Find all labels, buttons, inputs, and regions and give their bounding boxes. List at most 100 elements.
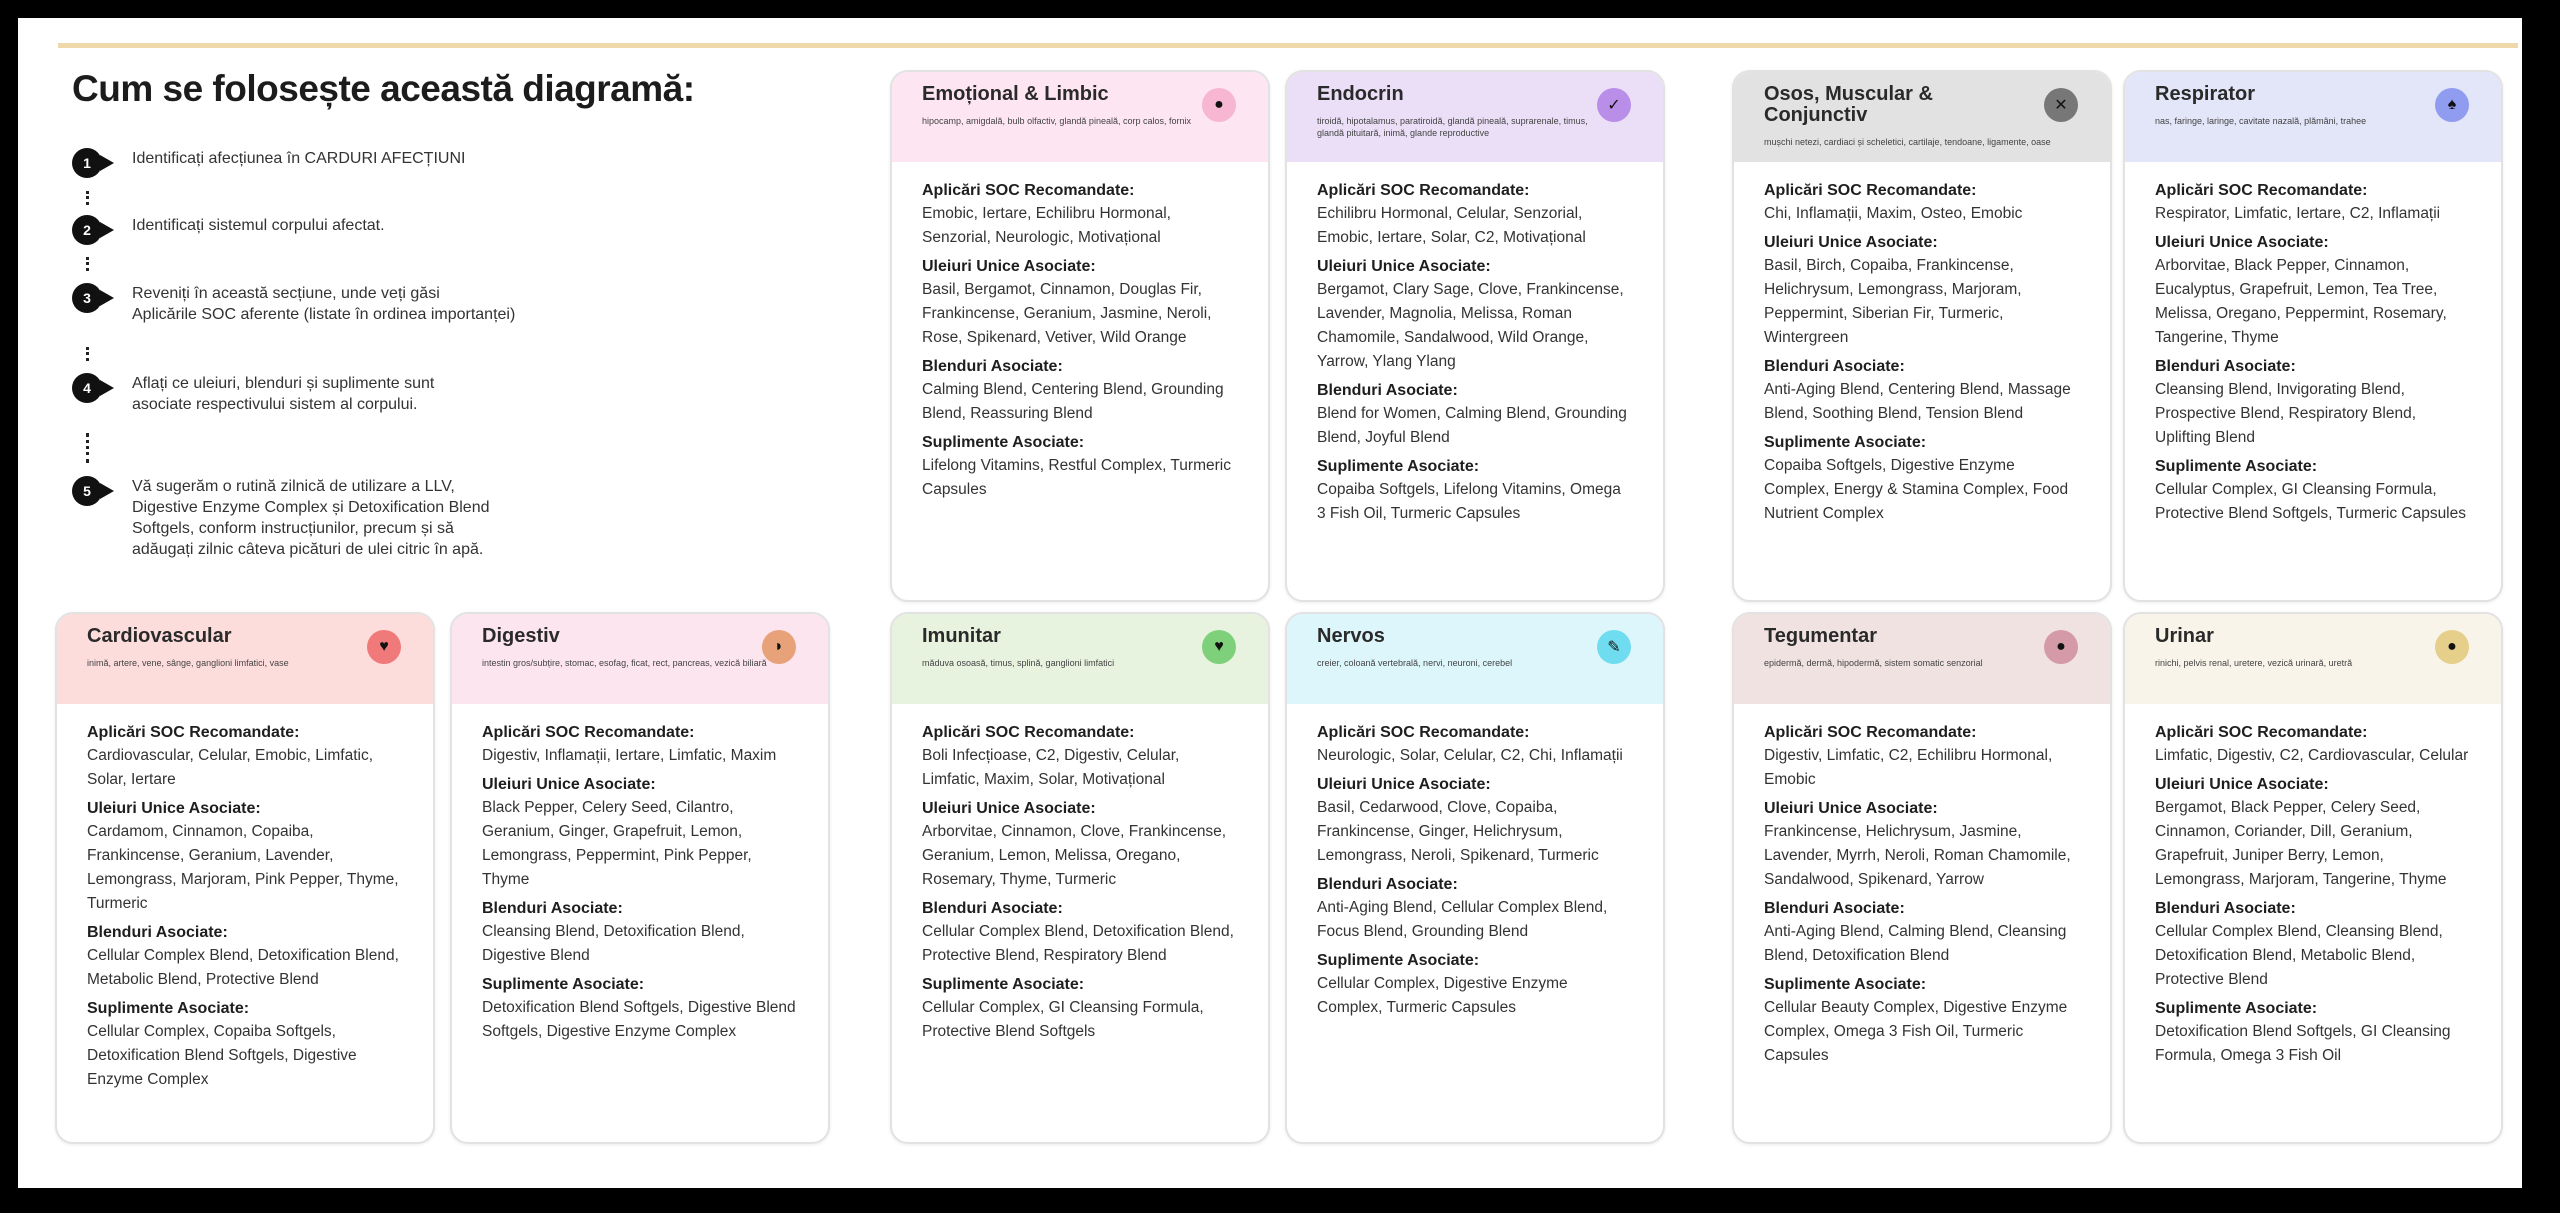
section-text-oils: Black Pepper, Celery Seed, Cilantro, Ger…	[482, 799, 752, 888]
section-text-supplements: Cellular Complex, Digestive Enzyme Compl…	[1317, 975, 1568, 1016]
section-heading-oils: Uleiuri Unice Asociate:	[482, 776, 656, 793]
section-text-soc: Respirator, Limfatic, Iertare, C2, Infla…	[2155, 205, 2441, 222]
shield-icon: ♥	[1202, 630, 1236, 664]
card-subtitle: intestin gros/subțire, stomac, esofag, f…	[482, 658, 767, 668]
card-title: Urinar	[2155, 625, 2214, 647]
card-body: Aplicări SOC Recomandate: Chi, Inflamați…	[1734, 162, 2110, 526]
section-text-oils: Bergamot, Black Pepper, Celery Seed, Cin…	[2155, 799, 2447, 888]
top-divider	[58, 43, 2518, 48]
gland-icon: ✓	[1597, 88, 1631, 122]
section-heading-blends: Blenduri Asociate:	[1764, 358, 1905, 375]
section-heading-soc: Aplicări SOC Recomandate:	[1317, 182, 1530, 199]
step-number-badge: 3	[72, 283, 114, 313]
section-text-soc: Emobic, Iertare, Echilibru Hormonal, Sen…	[922, 205, 1171, 246]
step-text: Vă sugerăm o rutină zilnică de utilizare…	[132, 478, 490, 558]
step-text: Identificați afecțiunea în CARDURI AFECȚ…	[132, 150, 466, 167]
card-body: Aplicări SOC Recomandate: Cardiovascular…	[57, 704, 433, 1092]
section-heading-oils: Uleiuri Unice Asociate:	[2155, 234, 2329, 251]
section-text-oils: Basil, Bergamot, Cinnamon, Douglas Fir, …	[922, 281, 1212, 346]
section-heading-supplements: Suplimente Asociate:	[1317, 458, 1480, 475]
step-2: 2 Identificați sistemul corpului afectat.	[72, 215, 652, 245]
nerve-icon: ✎	[1597, 630, 1631, 664]
kidney-icon-glyph: ●	[2447, 638, 2457, 655]
section-heading-blends: Blenduri Asociate:	[2155, 900, 2296, 917]
card-header: Imunitar măduva osoasă, timus, splină, g…	[892, 614, 1268, 704]
bone-icon-glyph: ✕	[2054, 97, 2068, 114]
section-heading-blends: Blenduri Asociate:	[1317, 382, 1458, 399]
section-heading-soc: Aplicări SOC Recomandate:	[1317, 724, 1530, 741]
section-heading-blends: Blenduri Asociate:	[922, 900, 1063, 917]
card-title: Cardiovascular	[87, 625, 232, 647]
card-osos: Osos, Muscular & Conjunctiv mușchi netez…	[1732, 70, 2112, 602]
section-text-supplements: Lifelong Vitamins, Restful Complex, Turm…	[922, 457, 1231, 498]
gland-icon-glyph: ✓	[1607, 97, 1621, 114]
step-text: Reveniți în această secțiune, unde veți …	[132, 285, 516, 323]
section-heading-soc: Aplicări SOC Recomandate:	[87, 724, 300, 741]
section-heading-supplements: Suplimente Asociate:	[922, 976, 1085, 993]
card-endocrin: Endocrin tiroidă, hipotalamus, paratiroi…	[1285, 70, 1665, 602]
section-text-soc: Limfatic, Digestiv, C2, Cardiovascular, …	[2155, 747, 2469, 764]
section-heading-soc: Aplicări SOC Recomandate:	[2155, 182, 2368, 199]
card-title: Nervos	[1317, 625, 1385, 647]
card-title: Imunitar	[922, 625, 1001, 647]
step-number-badge: 4	[72, 373, 114, 403]
heart-icon-glyph: ♥	[379, 638, 389, 655]
step-connector	[86, 257, 92, 271]
card-imunitar: Imunitar măduva osoasă, timus, splină, g…	[890, 612, 1270, 1144]
step-text: Identificați sistemul corpului afectat.	[132, 217, 385, 234]
step-5: 5 Vă sugerăm o rutină zilnică de utilizar…	[72, 476, 652, 560]
card-urinar: Urinar rinichi, pelvis renal, uretere, v…	[2123, 612, 2503, 1144]
step-1: 1 Identificați afecțiunea în CARDURI AFEC…	[72, 148, 652, 178]
section-heading-supplements: Suplimente Asociate:	[2155, 458, 2318, 475]
card-body: Aplicări SOC Recomandate: Digestiv, Limf…	[1734, 704, 2110, 1068]
card-subtitle: rinichi, pelvis renal, uretere, vezică u…	[2155, 658, 2353, 668]
section-heading-supplements: Suplimente Asociate:	[1764, 434, 1927, 451]
card-subtitle: hipocamp, amigdală, bulb olfactiv, gland…	[922, 116, 1191, 126]
section-text-soc: Digestiv, Limfatic, C2, Echilibru Hormon…	[1764, 747, 2053, 788]
bone-icon: ✕	[2044, 88, 2078, 122]
card-subtitle: măduva osoasă, timus, splină, ganglioni …	[922, 658, 1115, 668]
section-heading-blends: Blenduri Asociate:	[482, 900, 623, 917]
section-heading-soc: Aplicări SOC Recomandate:	[1764, 182, 1977, 199]
section-text-blends: Cellular Complex Blend, Detoxification B…	[87, 947, 399, 988]
step-number-badge: 5	[72, 476, 114, 506]
card-cardiovascular: Cardiovascular inimă, artere, vene, sâng…	[55, 612, 435, 1144]
card-tegumentar: Tegumentar epidermă, dermă, hipodermă, s…	[1732, 612, 2112, 1144]
card-body: Aplicări SOC Recomandate: Boli Infecțioa…	[892, 704, 1268, 1044]
card-body: Aplicări SOC Recomandate: Neurologic, So…	[1287, 704, 1663, 1020]
card-subtitle: tiroidă, hipotalamus, paratiroidă, gland…	[1317, 116, 1588, 138]
section-heading-oils: Uleiuri Unice Asociate:	[87, 800, 261, 817]
step-connector	[86, 347, 92, 361]
card-body: Aplicări SOC Recomandate: Limfatic, Dige…	[2125, 704, 2501, 1068]
section-text-blends: Cellular Complex Blend, Detoxification B…	[922, 923, 1234, 964]
brain-icon-glyph: ●	[1214, 96, 1224, 113]
section-text-soc: Echilibru Hormonal, Celular, Senzorial, …	[1317, 205, 1586, 246]
card-header: Emoțional & Limbic hipocamp, amigdală, b…	[892, 72, 1268, 162]
card-subtitle: creier, coloană vertebrală, nervi, neuro…	[1317, 658, 1513, 668]
section-text-oils: Bergamot, Clary Sage, Clove, Frankincens…	[1317, 281, 1624, 370]
section-text-blends: Calming Blend, Centering Blend, Groundin…	[922, 381, 1224, 422]
card-header: Respirator nas, faringe, laringe, cavita…	[2125, 72, 2501, 162]
section-heading-oils: Uleiuri Unice Asociate:	[2155, 776, 2329, 793]
lungs-icon: ♠	[2435, 88, 2469, 122]
skin-icon-glyph: ●	[2056, 638, 2066, 655]
kidney-icon: ●	[2435, 630, 2469, 664]
section-heading-soc: Aplicări SOC Recomandate:	[2155, 724, 2368, 741]
section-heading-oils: Uleiuri Unice Asociate:	[1764, 800, 1938, 817]
section-text-soc: Cardiovascular, Celular, Emobic, Limfati…	[87, 747, 374, 788]
card-nervos: Nervos creier, coloană vertebrală, nervi…	[1285, 612, 1665, 1144]
step-4: 4 Aflați ce uleiuri, blenduri și suplimen…	[72, 373, 652, 415]
nerve-icon-glyph: ✎	[1607, 639, 1621, 656]
section-text-blends: Cellular Complex Blend, Cleansing Blend,…	[2155, 923, 2443, 988]
skin-icon: ●	[2044, 630, 2078, 664]
card-title: Emoțional & Limbic	[922, 83, 1109, 105]
card-subtitle: epidermă, dermă, hipodermă, sistem somat…	[1764, 658, 1983, 668]
section-heading-blends: Blenduri Asociate:	[1317, 876, 1458, 893]
lungs-icon-glyph: ♠	[2447, 96, 2457, 113]
section-text-blends: Blend for Women, Calming Blend, Groundin…	[1317, 405, 1627, 446]
card-header: Endocrin tiroidă, hipotalamus, paratiroi…	[1287, 72, 1663, 162]
section-text-blends: Cleansing Blend, Invigorating Blend, Pro…	[2155, 381, 2417, 446]
section-heading-supplements: Suplimente Asociate:	[2155, 1000, 2318, 1017]
section-text-blends: Anti-Aging Blend, Centering Blend, Massa…	[1764, 381, 2071, 422]
section-text-blends: Anti-Aging Blend, Cellular Complex Blend…	[1317, 899, 1608, 940]
